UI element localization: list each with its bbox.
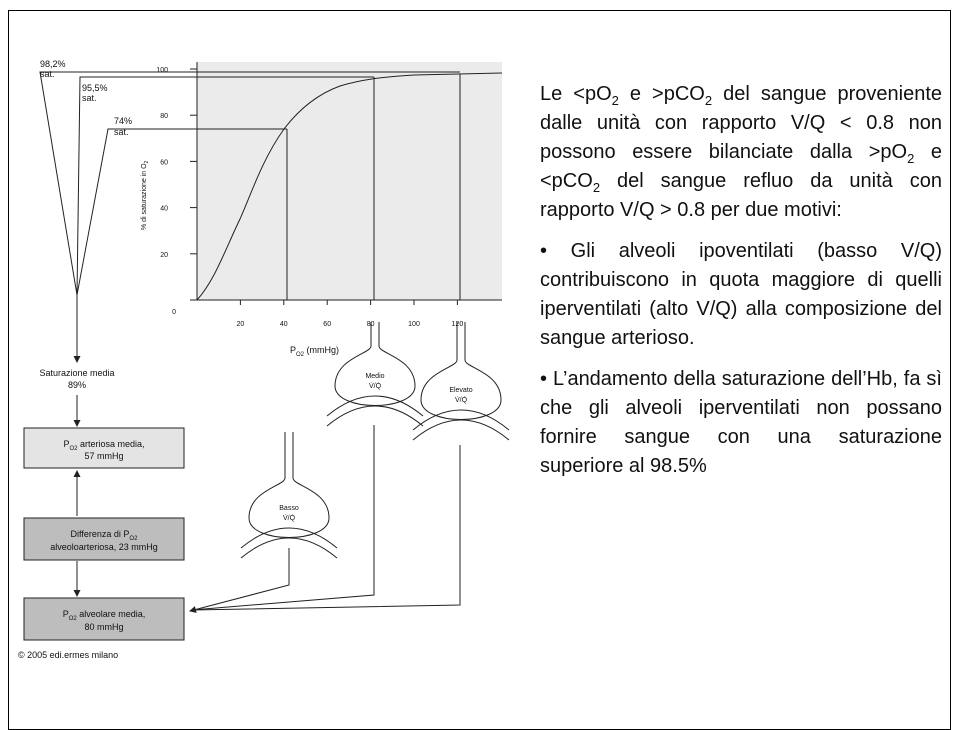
alveolus-label: Elevato: [449, 387, 472, 394]
alveolus-ratio: V̇/Q̇: [283, 514, 296, 522]
mean-saturation: Saturazione media: [39, 368, 114, 378]
connector: [189, 548, 290, 613]
box: [23, 597, 185, 641]
mean-saturation-value: 89%: [68, 380, 86, 390]
alveolus-label: Medio: [365, 373, 384, 380]
y-tick-label: 60: [160, 159, 168, 166]
text-run: del sangue refluo da unità con rapporto …: [540, 170, 942, 221]
box-label: Differenza di PO2: [71, 529, 139, 542]
label-part: P: [290, 345, 296, 355]
guide-line: [76, 128, 287, 296]
label-part: arteriosa media,: [78, 439, 145, 449]
sat-label: sat.: [40, 69, 55, 79]
guide-line: [76, 76, 374, 296]
text-run: Le <pO: [540, 83, 612, 105]
y-tick-label: 0: [172, 309, 176, 316]
alveoli: Basso V̇/Q̇ Medio V̇/Q̇ Elevato V̇/Q̇: [240, 322, 510, 559]
text-run: • L’andamento della saturazione dell’Hb,…: [540, 368, 942, 477]
y-tick-label: 100: [156, 67, 168, 74]
box: [23, 427, 185, 469]
copyright: © 2005 edi.ermes milano: [18, 650, 118, 660]
x-tick-label: 20: [237, 321, 245, 328]
label-part: Differenza di P: [71, 529, 130, 539]
alveolus-label: Basso: [279, 505, 299, 512]
box-label: alveoloarteriosa, 23 mmHg: [50, 542, 158, 552]
y-tick-label: 40: [160, 206, 168, 213]
label-part: % di saturazione in O: [141, 163, 148, 230]
box-label: PO2 arteriosa media,: [63, 439, 144, 452]
sat-label: 98,2%: [40, 59, 66, 69]
box-label: 57 mmHg: [84, 451, 123, 461]
text-run: • Gli alveoli ipoventilati (basso V/Q) c…: [540, 240, 942, 349]
x-tick-label: 120: [452, 321, 464, 328]
text-run: del sangue proveniente dalle unità con r…: [540, 83, 942, 163]
capillary: [412, 409, 510, 431]
subscript: 2: [611, 93, 619, 108]
figure: 98,2% sat. 95,5% sat. 74% sat. % di satu…: [18, 59, 510, 660]
capillary: [326, 405, 424, 427]
sat-label: 74%: [114, 116, 132, 126]
capillary: [326, 395, 424, 417]
y-tick-label: 20: [160, 252, 168, 259]
guide-line: [39, 71, 460, 296]
y-tick-label: 80: [160, 113, 168, 120]
connector: [191, 445, 461, 611]
x-axis-label: PO2 (mmHg): [290, 345, 339, 358]
box-label: 80 mmHg: [84, 622, 123, 632]
x-tick-label: 60: [323, 321, 331, 328]
capillary: [240, 537, 338, 559]
paragraph: Le <pO2 e >pCO2 del sangue proveniente d…: [540, 80, 942, 225]
connector: [191, 425, 375, 611]
label-sub: O2: [129, 536, 138, 542]
label-sub: O2: [69, 446, 78, 452]
capillary: [240, 527, 338, 549]
capillary: [412, 419, 510, 441]
text-run: e >pCO: [618, 83, 705, 105]
text-block: Le <pO2 e >pCO2 del sangue proveniente d…: [540, 80, 942, 493]
text-run: e <pCO: [540, 141, 942, 192]
box: [23, 517, 185, 561]
subscript: 2: [907, 151, 915, 166]
label-sub: O2: [69, 616, 78, 622]
label-sub: O2: [296, 352, 305, 358]
alveolus-ratio: V̇/Q̇: [369, 382, 382, 390]
paragraph: • L’andamento della saturazione dell’Hb,…: [540, 365, 942, 481]
label-part: P: [63, 439, 69, 449]
box-label: PO2 alveolare media,: [63, 609, 146, 622]
sat-label: 95,5%: [82, 83, 108, 93]
x-tick-label: 100: [408, 321, 420, 328]
y-axis-label: % di saturazione in O2: [141, 160, 150, 230]
subscript: 2: [592, 180, 601, 195]
label-part: (mmHg): [304, 345, 339, 355]
label-part: P: [63, 609, 69, 619]
x-tick-label: 40: [280, 321, 288, 328]
plot-background: [197, 62, 502, 300]
paragraph: • Gli alveoli ipoventilati (basso V/Q) c…: [540, 237, 942, 353]
subscript: 2: [704, 93, 713, 108]
label-sub: 2: [144, 160, 150, 163]
label-part: alveolare media,: [77, 609, 146, 619]
sat-label: sat.: [82, 93, 97, 103]
x-tick-label: 80: [367, 321, 375, 328]
sat-label: sat.: [114, 127, 129, 137]
alveolus-ratio: V̇/Q̇: [455, 396, 468, 404]
